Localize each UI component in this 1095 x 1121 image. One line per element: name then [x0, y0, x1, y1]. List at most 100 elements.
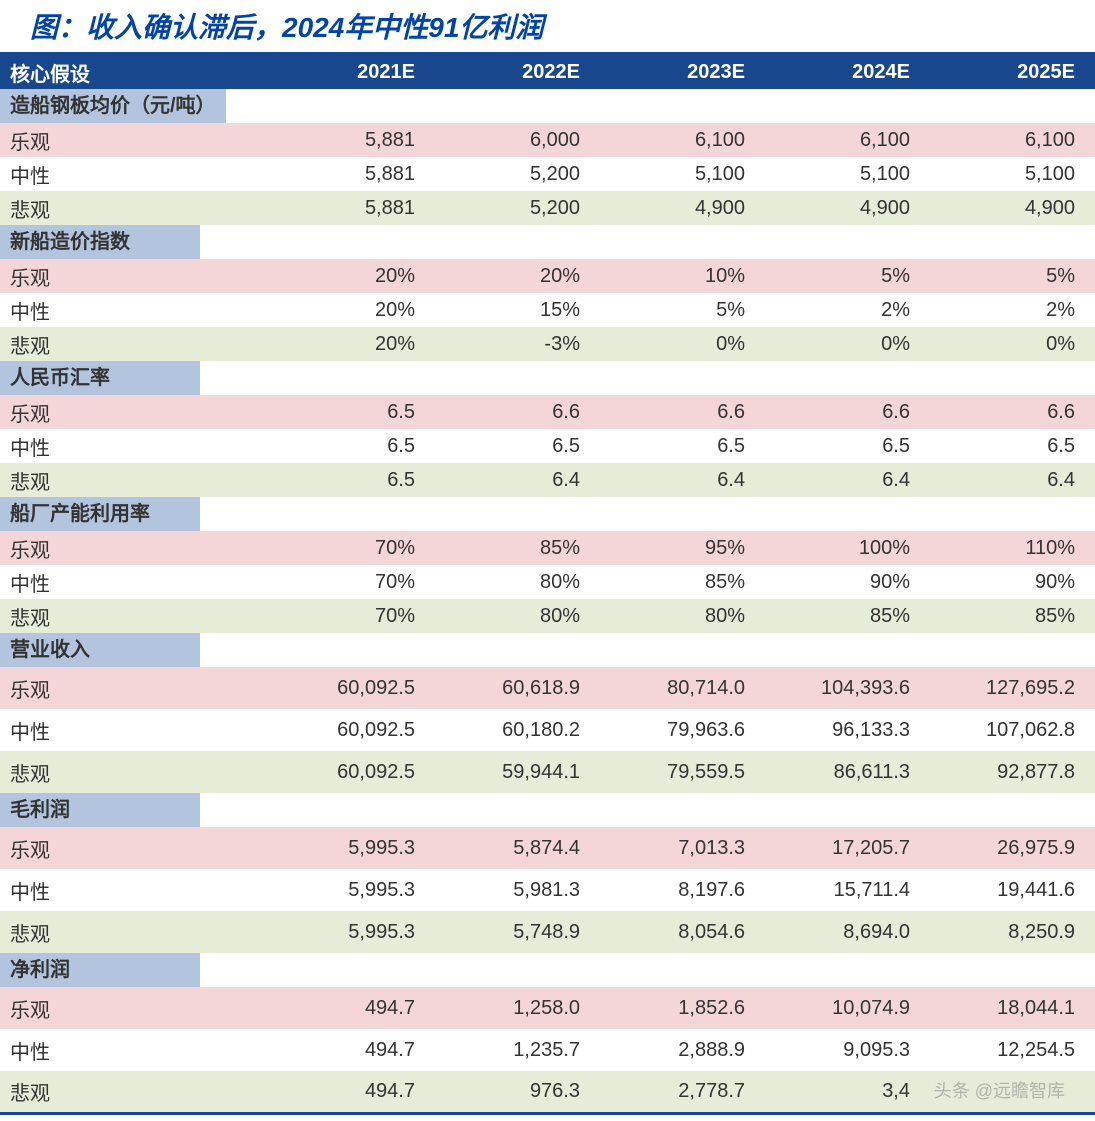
cell-value: 5,981.3 — [435, 869, 600, 911]
cell-value: 60,092.5 — [270, 751, 435, 793]
row-label: 悲观 — [0, 327, 270, 361]
cell-value: 0% — [600, 327, 765, 361]
cell-value: 8,054.6 — [600, 911, 765, 953]
table-row: 乐观6.56.66.66.66.6 — [0, 395, 1095, 429]
col-header-year: 2022E — [435, 55, 600, 89]
cell-value: 5,100 — [930, 157, 1095, 191]
table-row: 悲观6.56.46.46.46.4 — [0, 463, 1095, 497]
table-row: 悲观494.7976.32,778.73,4 — [0, 1071, 1095, 1113]
cell-value: 6.4 — [600, 463, 765, 497]
cell-value: 5,748.9 — [435, 911, 600, 953]
cell-value: 85% — [765, 599, 930, 633]
cell-value: 20% — [270, 327, 435, 361]
table-header-row: 核心假设2021E2022E2023E2024E2025E — [0, 55, 1095, 89]
row-label: 悲观 — [0, 751, 270, 793]
cell-value: 5,995.3 — [270, 869, 435, 911]
cell-value: 90% — [765, 565, 930, 599]
cell-value: 6.5 — [765, 429, 930, 463]
row-label: 中性 — [0, 869, 270, 911]
row-label: 乐观 — [0, 827, 270, 869]
cell-value: 8,250.9 — [930, 911, 1095, 953]
cell-value: 86,611.3 — [765, 751, 930, 793]
cell-value: 26,975.9 — [930, 827, 1095, 869]
cell-value: 107,062.8 — [930, 709, 1095, 751]
cell-value: 5,100 — [600, 157, 765, 191]
table-row: 中性6.56.56.56.56.5 — [0, 429, 1095, 463]
cell-value: 12,254.5 — [930, 1029, 1095, 1071]
cell-value: 5,995.3 — [270, 827, 435, 869]
cell-value: 127,695.2 — [930, 667, 1095, 709]
cell-value: 100% — [765, 531, 930, 565]
cell-value: 6.5 — [270, 395, 435, 429]
cell-value: 79,559.5 — [600, 751, 765, 793]
row-label: 中性 — [0, 709, 270, 751]
row-label: 乐观 — [0, 123, 270, 157]
table-row: 乐观494.71,258.01,852.610,074.918,044.1 — [0, 987, 1095, 1029]
cell-value: 6,100 — [930, 123, 1095, 157]
row-label: 悲观 — [0, 1071, 270, 1113]
row-label: 中性 — [0, 565, 270, 599]
row-label: 乐观 — [0, 987, 270, 1029]
cell-value: 6,000 — [435, 123, 600, 157]
row-label: 中性 — [0, 293, 270, 327]
table-row: 乐观60,092.560,618.980,714.0104,393.6127,6… — [0, 667, 1095, 709]
cell-value: 494.7 — [270, 1029, 435, 1071]
cell-value: 6.4 — [930, 463, 1095, 497]
col-header-year: 2024E — [765, 55, 930, 89]
row-label: 乐观 — [0, 667, 270, 709]
cell-value: 4,900 — [930, 191, 1095, 225]
table-row: 乐观20%20%10%5%5% — [0, 259, 1095, 293]
cell-value: 1,235.7 — [435, 1029, 600, 1071]
cell-value: 85% — [930, 599, 1095, 633]
cell-value: 70% — [270, 565, 435, 599]
cell-value: 104,393.6 — [765, 667, 930, 709]
row-label: 乐观 — [0, 531, 270, 565]
section-header-row: 造船钢板均价（元/吨） — [0, 89, 1095, 123]
cell-value: 5% — [930, 259, 1095, 293]
cell-value: 5,995.3 — [270, 911, 435, 953]
cell-value: -3% — [435, 327, 600, 361]
col-header-year: 2023E — [600, 55, 765, 89]
cell-value: 85% — [435, 531, 600, 565]
cell-value: 80,714.0 — [600, 667, 765, 709]
cell-value: 79,963.6 — [600, 709, 765, 751]
section-label: 净利润 — [0, 953, 200, 987]
row-label: 悲观 — [0, 463, 270, 497]
table-row: 中性20%15%5%2%2% — [0, 293, 1095, 327]
cell-value: 96,133.3 — [765, 709, 930, 751]
cell-value: 20% — [270, 293, 435, 327]
cell-value: 6.5 — [270, 429, 435, 463]
section-label: 船厂产能利用率 — [0, 497, 200, 531]
section-header-row: 人民币汇率 — [0, 361, 1095, 395]
cell-value: 70% — [270, 531, 435, 565]
table-row: 中性70%80%85%90%90% — [0, 565, 1095, 599]
cell-value: 0% — [765, 327, 930, 361]
cell-value: 976.3 — [435, 1071, 600, 1113]
section-header-row: 毛利润 — [0, 793, 1095, 827]
table-row: 中性5,995.35,981.38,197.615,711.419,441.6 — [0, 869, 1095, 911]
cell-value: 7,013.3 — [600, 827, 765, 869]
section-header-row: 新船造价指数 — [0, 225, 1095, 259]
cell-value: 19,441.6 — [930, 869, 1095, 911]
cell-value: 6.6 — [765, 395, 930, 429]
row-label: 中性 — [0, 157, 270, 191]
row-label: 悲观 — [0, 911, 270, 953]
row-label: 悲观 — [0, 599, 270, 633]
cell-value — [930, 1071, 1095, 1113]
cell-value: 8,197.6 — [600, 869, 765, 911]
col-header-year: 2025E — [930, 55, 1095, 89]
cell-value: 494.7 — [270, 1071, 435, 1113]
cell-value: 80% — [435, 565, 600, 599]
section-label: 营业收入 — [0, 633, 200, 667]
cell-value: 85% — [600, 565, 765, 599]
row-label: 中性 — [0, 429, 270, 463]
cell-value: 9,095.3 — [765, 1029, 930, 1071]
section-label: 造船钢板均价（元/吨） — [0, 89, 226, 123]
cell-value: 5,881 — [270, 157, 435, 191]
cell-value: 5,100 — [765, 157, 930, 191]
section-header-row: 船厂产能利用率 — [0, 497, 1095, 531]
cell-value: 15,711.4 — [765, 869, 930, 911]
cell-value: 2% — [765, 293, 930, 327]
cell-value: 8,694.0 — [765, 911, 930, 953]
cell-value: 5,874.4 — [435, 827, 600, 869]
